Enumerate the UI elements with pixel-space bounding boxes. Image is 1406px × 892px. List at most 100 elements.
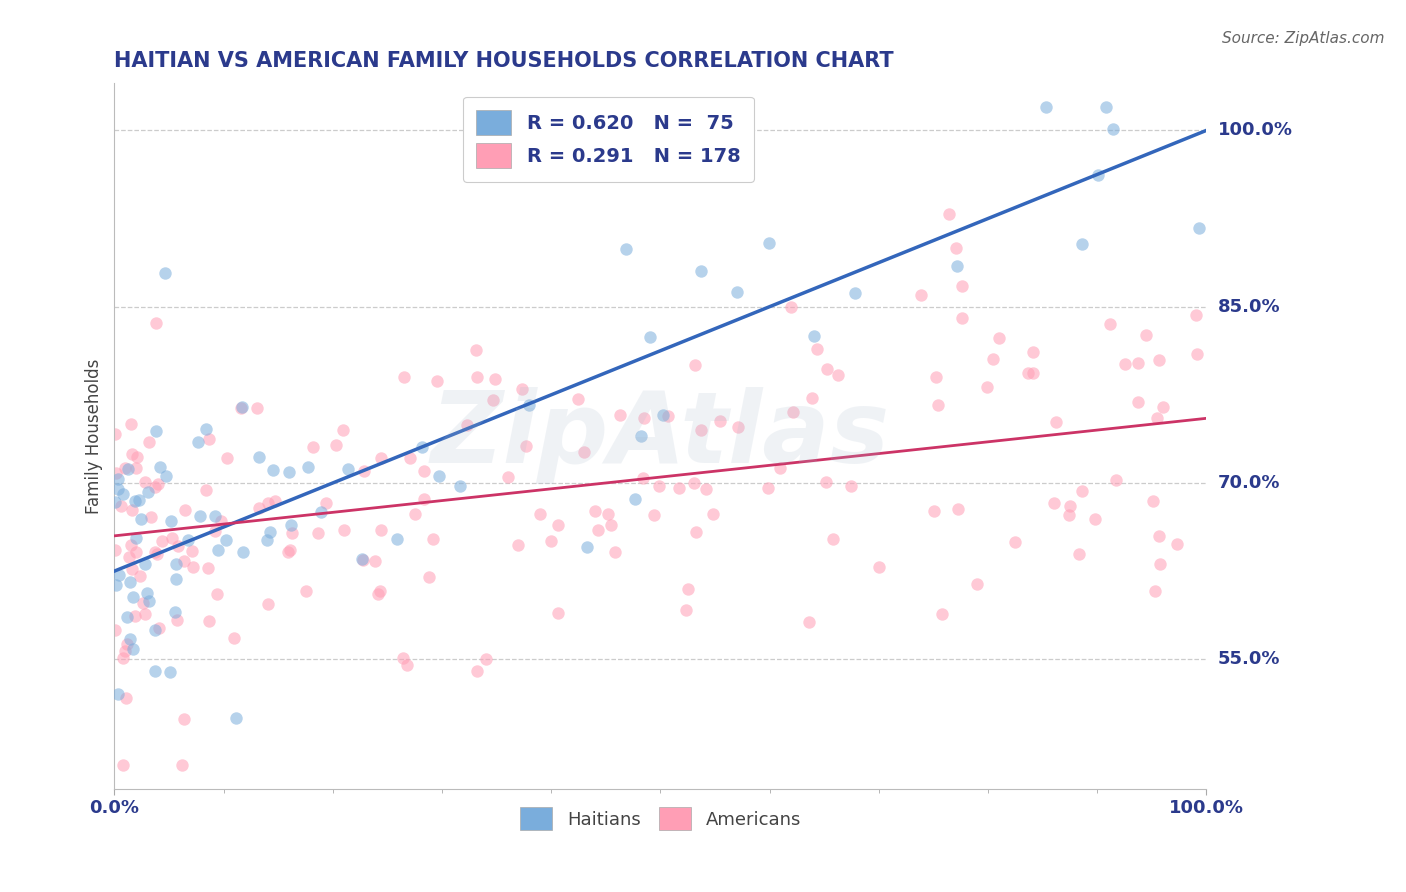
Point bbox=[207, 543, 229, 558]
Point bbox=[160, 531, 183, 545]
Point bbox=[117, 461, 139, 475]
Point bbox=[981, 351, 1004, 366]
Point bbox=[281, 526, 304, 541]
Point bbox=[246, 401, 269, 416]
Point bbox=[188, 508, 211, 523]
Point bbox=[187, 434, 209, 449]
Point bbox=[1102, 121, 1125, 136]
Point bbox=[758, 236, 780, 251]
Point bbox=[249, 450, 271, 465]
Point bbox=[1057, 508, 1080, 523]
Point bbox=[418, 570, 440, 584]
Point bbox=[404, 508, 426, 522]
Point bbox=[779, 300, 801, 314]
Point bbox=[422, 533, 444, 547]
Point bbox=[165, 557, 187, 571]
Point bbox=[148, 621, 170, 635]
Legend: Haitians, Americans: Haitians, Americans bbox=[508, 795, 814, 843]
Point bbox=[108, 568, 131, 582]
Point bbox=[392, 370, 415, 384]
Point bbox=[946, 501, 969, 516]
Point bbox=[159, 665, 181, 679]
Point bbox=[395, 657, 418, 672]
Point bbox=[259, 525, 281, 540]
Point bbox=[609, 408, 631, 422]
Point bbox=[782, 404, 804, 418]
Point bbox=[124, 531, 146, 545]
Point bbox=[121, 562, 143, 576]
Point bbox=[1185, 347, 1208, 361]
Point bbox=[107, 472, 129, 486]
Point bbox=[256, 533, 278, 547]
Text: 55.0%: 55.0% bbox=[1218, 650, 1279, 668]
Point bbox=[136, 586, 159, 600]
Point bbox=[181, 559, 204, 574]
Point bbox=[429, 468, 451, 483]
Point bbox=[1045, 415, 1067, 429]
Point bbox=[353, 464, 375, 478]
Point bbox=[121, 447, 143, 461]
Point bbox=[153, 267, 176, 281]
Point bbox=[496, 470, 519, 484]
Point bbox=[1166, 536, 1188, 550]
Point bbox=[966, 577, 988, 591]
Point bbox=[315, 496, 337, 510]
Point bbox=[264, 494, 287, 508]
Point bbox=[115, 690, 138, 705]
Point bbox=[631, 471, 654, 485]
Point bbox=[1084, 512, 1107, 526]
Point bbox=[128, 492, 150, 507]
Point bbox=[988, 331, 1011, 345]
Point bbox=[1185, 308, 1208, 322]
Point bbox=[547, 517, 569, 532]
Point bbox=[134, 475, 156, 489]
Point bbox=[426, 374, 449, 388]
Point bbox=[1114, 357, 1136, 371]
Point bbox=[257, 597, 280, 611]
Text: Source: ZipAtlas.com: Source: ZipAtlas.com bbox=[1222, 31, 1385, 46]
Point bbox=[121, 642, 143, 657]
Point bbox=[350, 552, 373, 566]
Point bbox=[1071, 237, 1094, 252]
Point bbox=[815, 475, 838, 489]
Text: 100.0%: 100.0% bbox=[1218, 121, 1292, 139]
Point bbox=[136, 485, 159, 500]
Point bbox=[134, 557, 156, 571]
Point bbox=[950, 278, 973, 293]
Point bbox=[124, 493, 146, 508]
Point bbox=[727, 420, 749, 434]
Point bbox=[207, 587, 229, 601]
Point bbox=[103, 426, 125, 441]
Point bbox=[197, 561, 219, 575]
Point bbox=[278, 543, 301, 558]
Point bbox=[398, 451, 420, 466]
Point bbox=[155, 469, 177, 483]
Point bbox=[197, 614, 219, 628]
Point bbox=[104, 624, 127, 638]
Point bbox=[262, 463, 284, 477]
Point bbox=[725, 285, 748, 299]
Point bbox=[1022, 366, 1045, 380]
Point bbox=[172, 758, 194, 772]
Point bbox=[165, 572, 187, 586]
Point bbox=[257, 496, 280, 510]
Point bbox=[229, 401, 252, 416]
Point bbox=[449, 479, 471, 493]
Point bbox=[657, 409, 679, 423]
Point bbox=[529, 508, 551, 522]
Point bbox=[120, 574, 142, 589]
Point bbox=[215, 451, 238, 466]
Point bbox=[1149, 557, 1171, 571]
Point bbox=[465, 370, 488, 384]
Point bbox=[367, 587, 389, 601]
Point bbox=[540, 533, 562, 548]
Point bbox=[769, 461, 792, 475]
Point bbox=[134, 607, 156, 621]
Point bbox=[247, 500, 270, 515]
Point bbox=[149, 459, 172, 474]
Point bbox=[125, 461, 148, 475]
Point bbox=[368, 584, 391, 599]
Point bbox=[1071, 483, 1094, 498]
Point bbox=[117, 610, 139, 624]
Point bbox=[1128, 395, 1150, 409]
